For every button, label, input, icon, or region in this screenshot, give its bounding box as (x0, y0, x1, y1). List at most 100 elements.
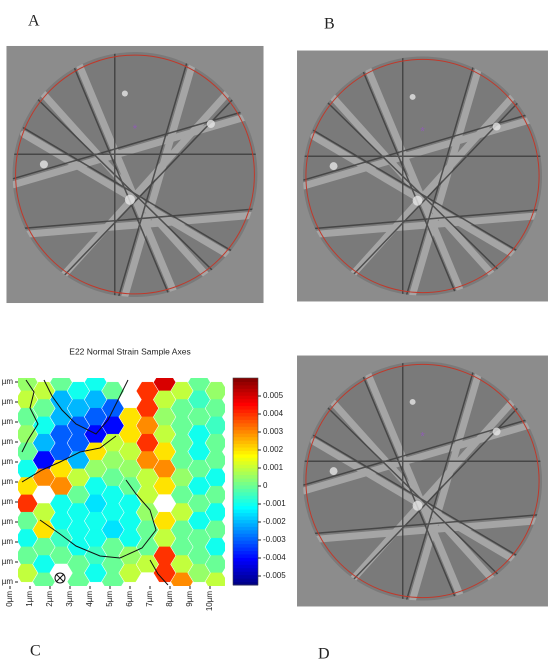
colorbar-segment (233, 385, 258, 389)
colorbar-segment (233, 413, 258, 417)
colorbar-segment (233, 495, 258, 499)
colorbar-segment (233, 530, 258, 534)
colorbar-segment (233, 406, 258, 410)
colorbar-segment (233, 378, 258, 382)
x-tick-label: 9µm (185, 591, 194, 607)
empty-cell (154, 495, 175, 513)
y-tick-label: µm (2, 397, 14, 406)
colorbar-segment (233, 482, 258, 486)
colorbar-segment (233, 437, 258, 441)
y-tick-label: µm (2, 377, 14, 386)
colorbar-segment (233, 423, 258, 427)
x-tick-label: 5µm (105, 591, 114, 607)
panel-label: D (318, 646, 330, 660)
colorbar-segment (233, 457, 258, 461)
colorbar-segment (233, 533, 258, 537)
colorbar-tick-label: 0.004 (263, 409, 284, 418)
colorbar-segment (233, 499, 258, 503)
pattern-image (297, 51, 548, 302)
figure: * A B C D E22 Normal Strain Sample Axes … (0, 0, 548, 660)
y-tick-label: µm (2, 557, 14, 566)
colorbar-tick-label: -0.002 (263, 517, 286, 526)
empty-cell (33, 486, 54, 504)
colorbar-segment (233, 568, 258, 572)
colorbar-segment (233, 388, 258, 392)
colorbar-segment (233, 564, 258, 568)
colorbar-segment (233, 571, 258, 575)
colorbar-segment (233, 454, 258, 458)
colorbar-segment (233, 402, 258, 406)
colorbar-segment (233, 478, 258, 482)
empty-cell (137, 573, 158, 591)
y-tick-label: µm (2, 477, 14, 486)
colorbar-segment (233, 488, 258, 492)
colorbar-segment (233, 433, 258, 437)
colorbar-segment (233, 513, 258, 517)
colorbar-segment (233, 468, 258, 472)
x-tick-label: 2µm (45, 591, 54, 607)
x-tick-label: 1µm (25, 591, 34, 607)
colorbar-segment (233, 392, 258, 396)
colorbar-tick-label: -0.003 (263, 535, 286, 544)
colorbar-segment (233, 485, 258, 489)
colorbar-segment (233, 544, 258, 548)
colorbar-segment (233, 547, 258, 551)
empty-cell (119, 391, 140, 409)
x-tick-label: 3µm (65, 591, 74, 607)
colorbar-segment (233, 492, 258, 496)
x-tick-label: 8µm (165, 591, 174, 607)
colorbar-segment (233, 557, 258, 561)
colorbar-segment (233, 551, 258, 555)
colorbar-tick-label: 0.003 (263, 427, 284, 436)
colorbar-tick-label: 0.005 (263, 391, 284, 400)
colorbar-segment (233, 540, 258, 544)
colorbar-segment (233, 450, 258, 454)
colorbar-segment (233, 554, 258, 558)
colorbar-segment (233, 509, 258, 513)
colorbar-segment (233, 461, 258, 465)
panel-label: C (30, 643, 41, 660)
colorbar-segment (233, 523, 258, 527)
y-tick-label: µm (2, 517, 14, 526)
colorbar-segment (233, 444, 258, 448)
colorbar-segment (233, 395, 258, 399)
colorbar-segment (233, 426, 258, 430)
strain-map (16, 374, 227, 591)
colorbar-segment (233, 537, 258, 541)
colorbar-tick-label: 0.001 (263, 463, 284, 472)
y-tick-label: µm (2, 437, 14, 446)
colorbar-segment (233, 516, 258, 520)
y-tick-label: µm (2, 577, 14, 586)
colorbar-segment (233, 416, 258, 420)
colorbar-segment (233, 506, 258, 510)
colorbar-tick-label: -0.001 (263, 499, 286, 508)
x-tick-label: 4µm (85, 591, 94, 607)
y-tick-label: µm (2, 457, 14, 466)
x-tick-label: 10µm (205, 591, 214, 612)
colorbar-segment (233, 381, 258, 385)
colorbar-tick-label: 0 (263, 481, 268, 490)
colorbar-segment (233, 419, 258, 423)
y-tick-label: µm (2, 417, 14, 426)
x-tick-label: 0µm (5, 591, 14, 607)
colorbar-segment (233, 447, 258, 451)
colorbar-segment (233, 475, 258, 479)
colorbar-segment (233, 440, 258, 444)
colorbar-segment (233, 430, 258, 434)
panel-label: B (324, 16, 335, 33)
colorbar-segment (233, 561, 258, 565)
x-tick-label: 7µm (145, 591, 154, 607)
colorbar-segment (233, 409, 258, 413)
colorbar-segment (233, 578, 258, 582)
pattern-image (297, 356, 548, 607)
colorbar-segment (233, 526, 258, 530)
colorbar-segment (233, 575, 258, 579)
empty-cell (119, 374, 140, 392)
colorbar-segment (233, 464, 258, 468)
colorbar-segment (233, 502, 258, 506)
colorbar-tick-label: -0.005 (263, 571, 286, 580)
colorbar-segment (233, 399, 258, 403)
pattern-image (6, 46, 263, 303)
y-tick-label: µm (2, 537, 14, 546)
colorbar-segment (233, 471, 258, 475)
